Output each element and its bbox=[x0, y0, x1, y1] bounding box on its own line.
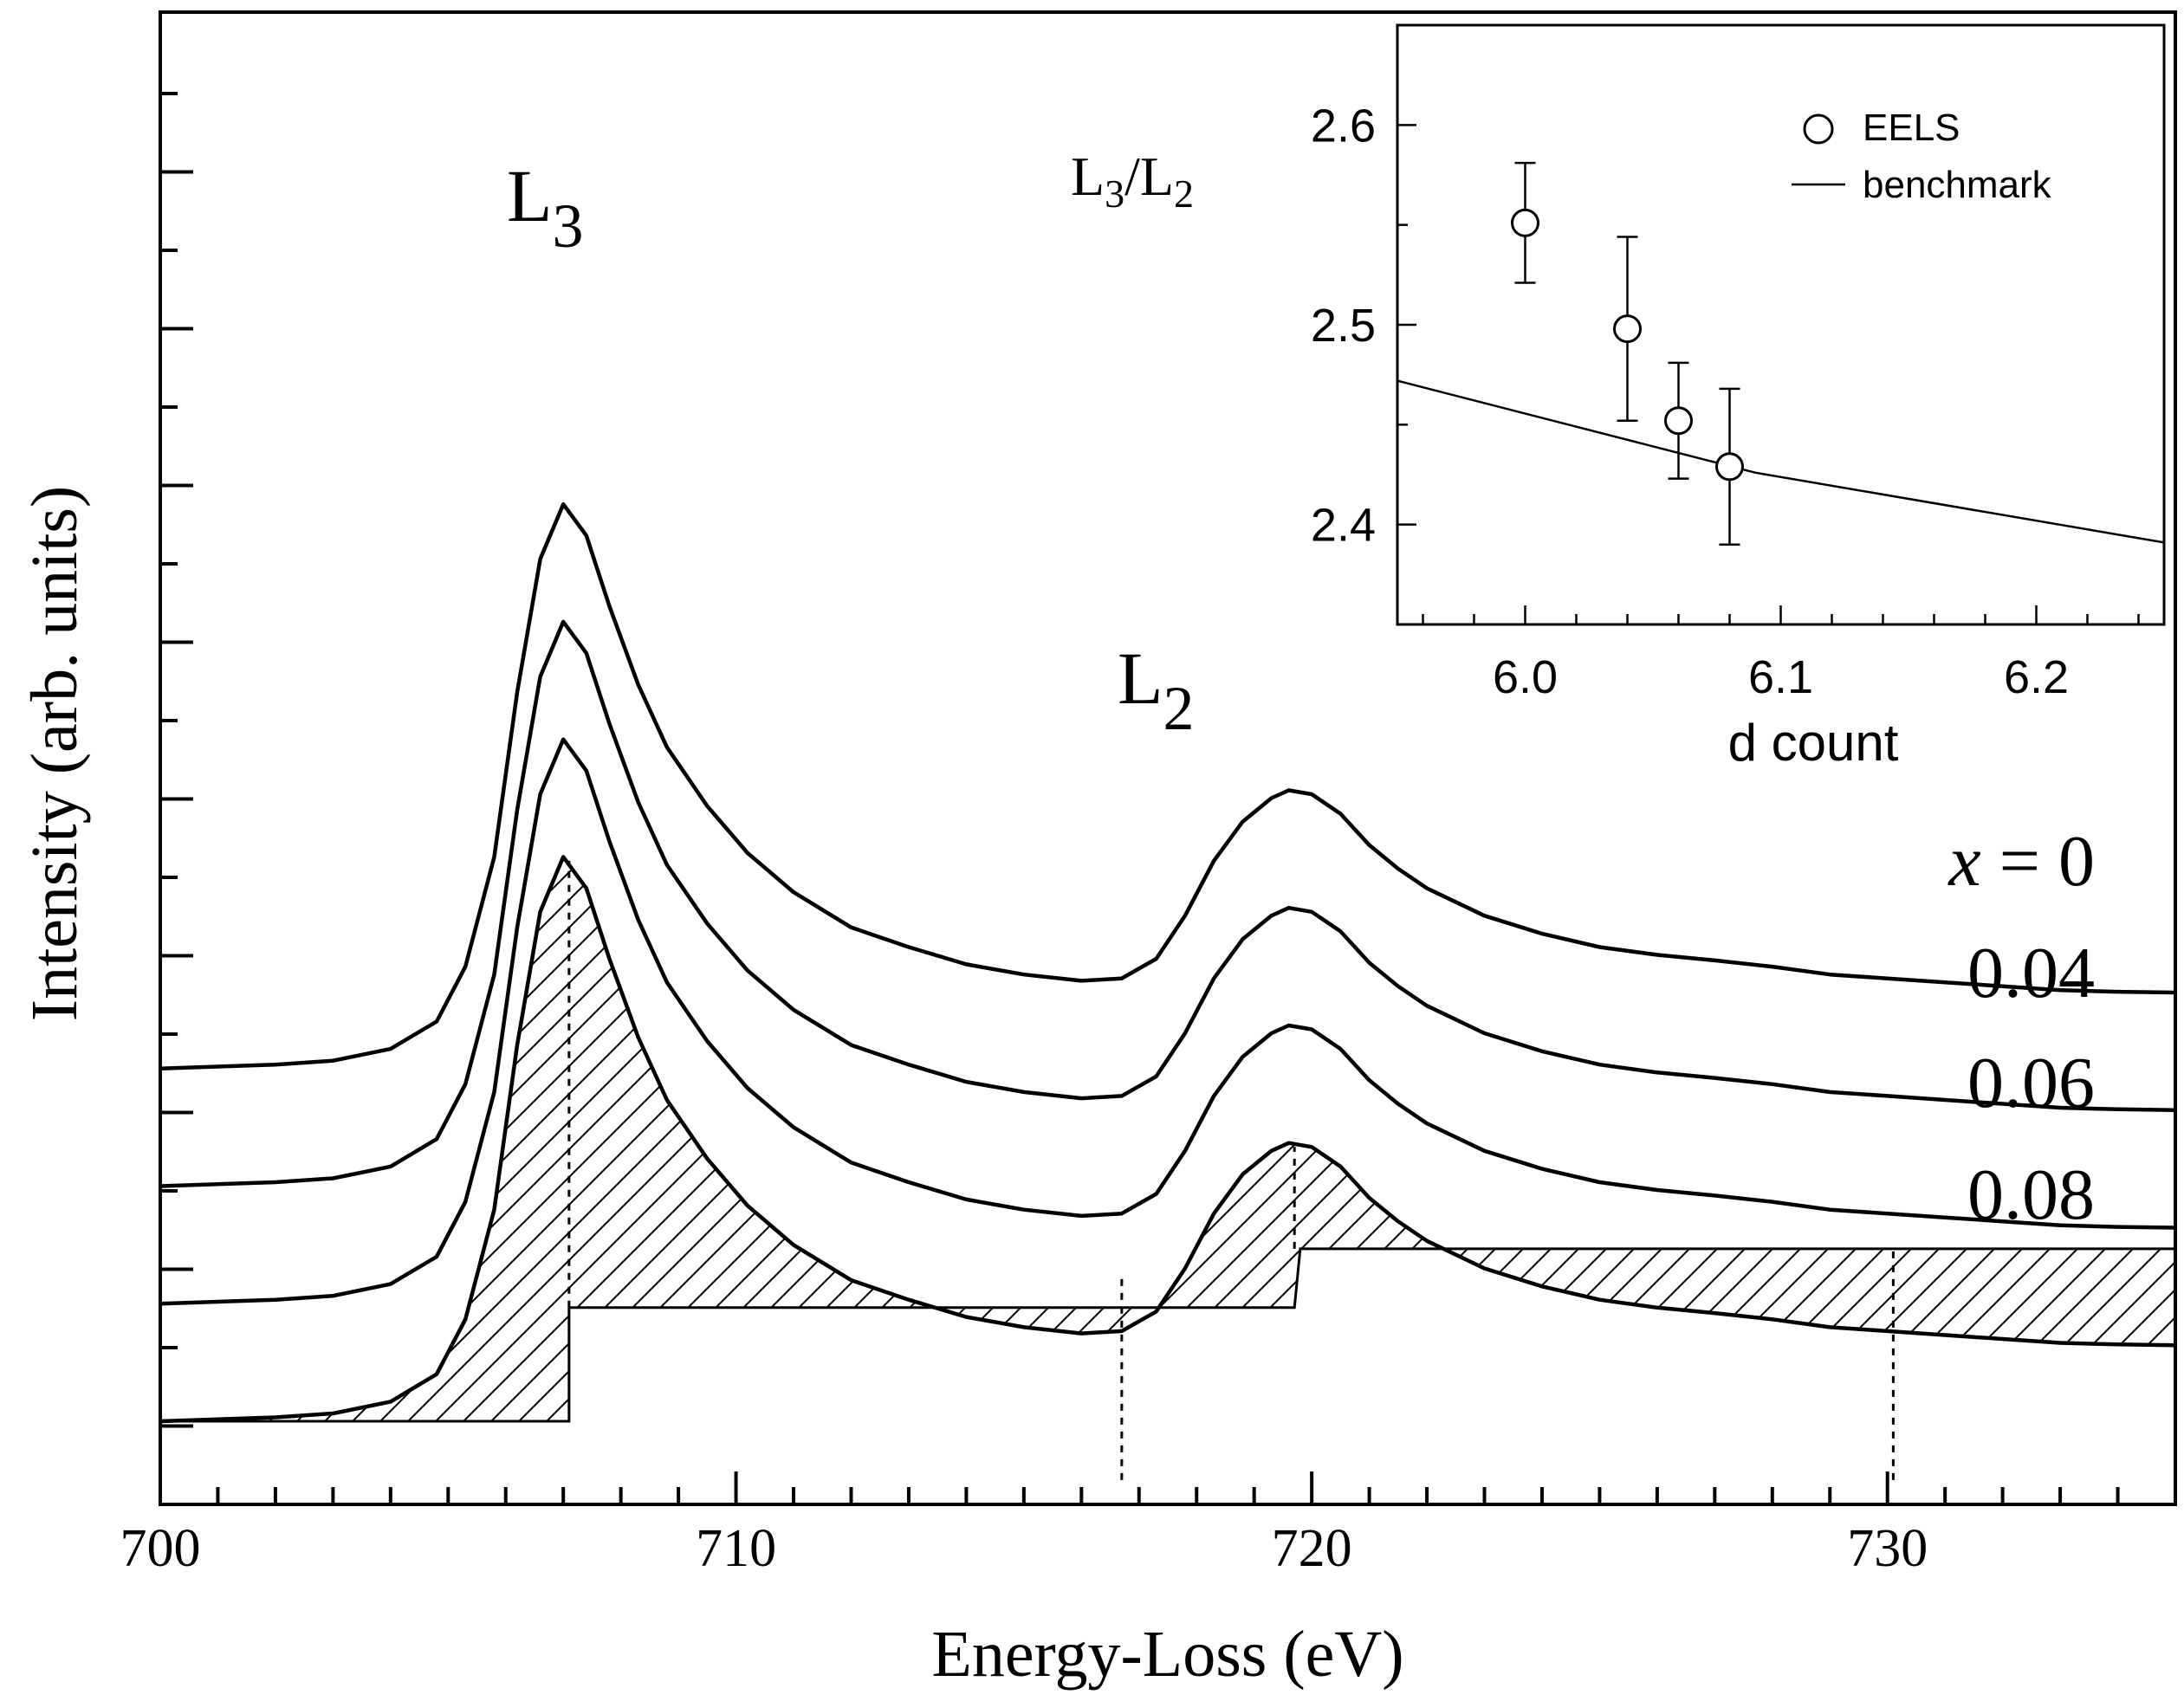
peak-label-L3: L3 bbox=[507, 154, 584, 261]
inset-y-tick-label: 2.4 bbox=[1311, 500, 1376, 552]
x-tick-label: 720 bbox=[1272, 1519, 1352, 1578]
inset-background bbox=[1397, 25, 2164, 624]
main-x-axis-title: Energy-Loss (eV) bbox=[931, 1618, 1403, 1691]
spectrum-line-3 bbox=[159, 855, 2176, 1424]
inset-y-axis-title: L3/L2 bbox=[1071, 146, 1194, 216]
inset-y-axis-sub1: 3 bbox=[1105, 171, 1124, 216]
eels-point bbox=[1715, 452, 1744, 482]
x-tick-label: 710 bbox=[696, 1519, 776, 1578]
inset-x-tick-label: 6.2 bbox=[2004, 651, 2069, 703]
x-tick-label: 700 bbox=[120, 1519, 201, 1578]
inset-y-axis-sub2: 2 bbox=[1174, 171, 1194, 216]
x-tick-label: 730 bbox=[1847, 1519, 1928, 1578]
inset-x-tick-label: 6.1 bbox=[1748, 651, 1813, 703]
inset-plot-frame bbox=[1396, 23, 2166, 626]
inset-y-tick-label: 2.6 bbox=[1311, 100, 1376, 152]
inset-x-axis-title: d count bbox=[1728, 714, 1899, 772]
spectrum-line-2 bbox=[159, 737, 2176, 1306]
legend-eels-label: EELS bbox=[1863, 107, 1960, 149]
spectrum-line-1 bbox=[159, 619, 2176, 1188]
inset-legend: EELS benchmark bbox=[1792, 107, 2052, 206]
inset-chart: 6.0 6.1 6.2 2.4 2.5 2.6 d count L3/L2 EELS be… bbox=[1071, 23, 2166, 772]
series-label-3: 0.08 bbox=[1967, 1154, 2095, 1235]
main-plot-frame bbox=[159, 10, 2177, 1506]
inset-y-axis-base: L bbox=[1071, 146, 1105, 207]
legend-benchmark-label: benchmark bbox=[1863, 164, 2052, 206]
peak-label-L2: L2 bbox=[1118, 637, 1195, 743]
benchmark-line bbox=[1397, 379, 2165, 544]
eels-point bbox=[1664, 406, 1693, 436]
inset-x-tick-label: 6.0 bbox=[1493, 651, 1558, 703]
main-y-axis-title: Intensity (arb. units) bbox=[18, 486, 91, 1021]
spectrum-line-0 bbox=[159, 501, 2176, 1071]
series-label-0: x = 0 bbox=[1947, 821, 2095, 902]
series-label-1: 0.04 bbox=[1967, 933, 2095, 1013]
series-label-2: 0.06 bbox=[1967, 1043, 2095, 1123]
eels-point bbox=[1511, 208, 1539, 237]
eels-point bbox=[1613, 314, 1642, 344]
legend-eels-marker bbox=[1803, 113, 1834, 145]
shaded-area bbox=[160, 857, 2175, 1421]
inset-y-tick-label: 2.5 bbox=[1311, 300, 1376, 352]
inset-y-axis-sep: /L bbox=[1124, 146, 1174, 207]
